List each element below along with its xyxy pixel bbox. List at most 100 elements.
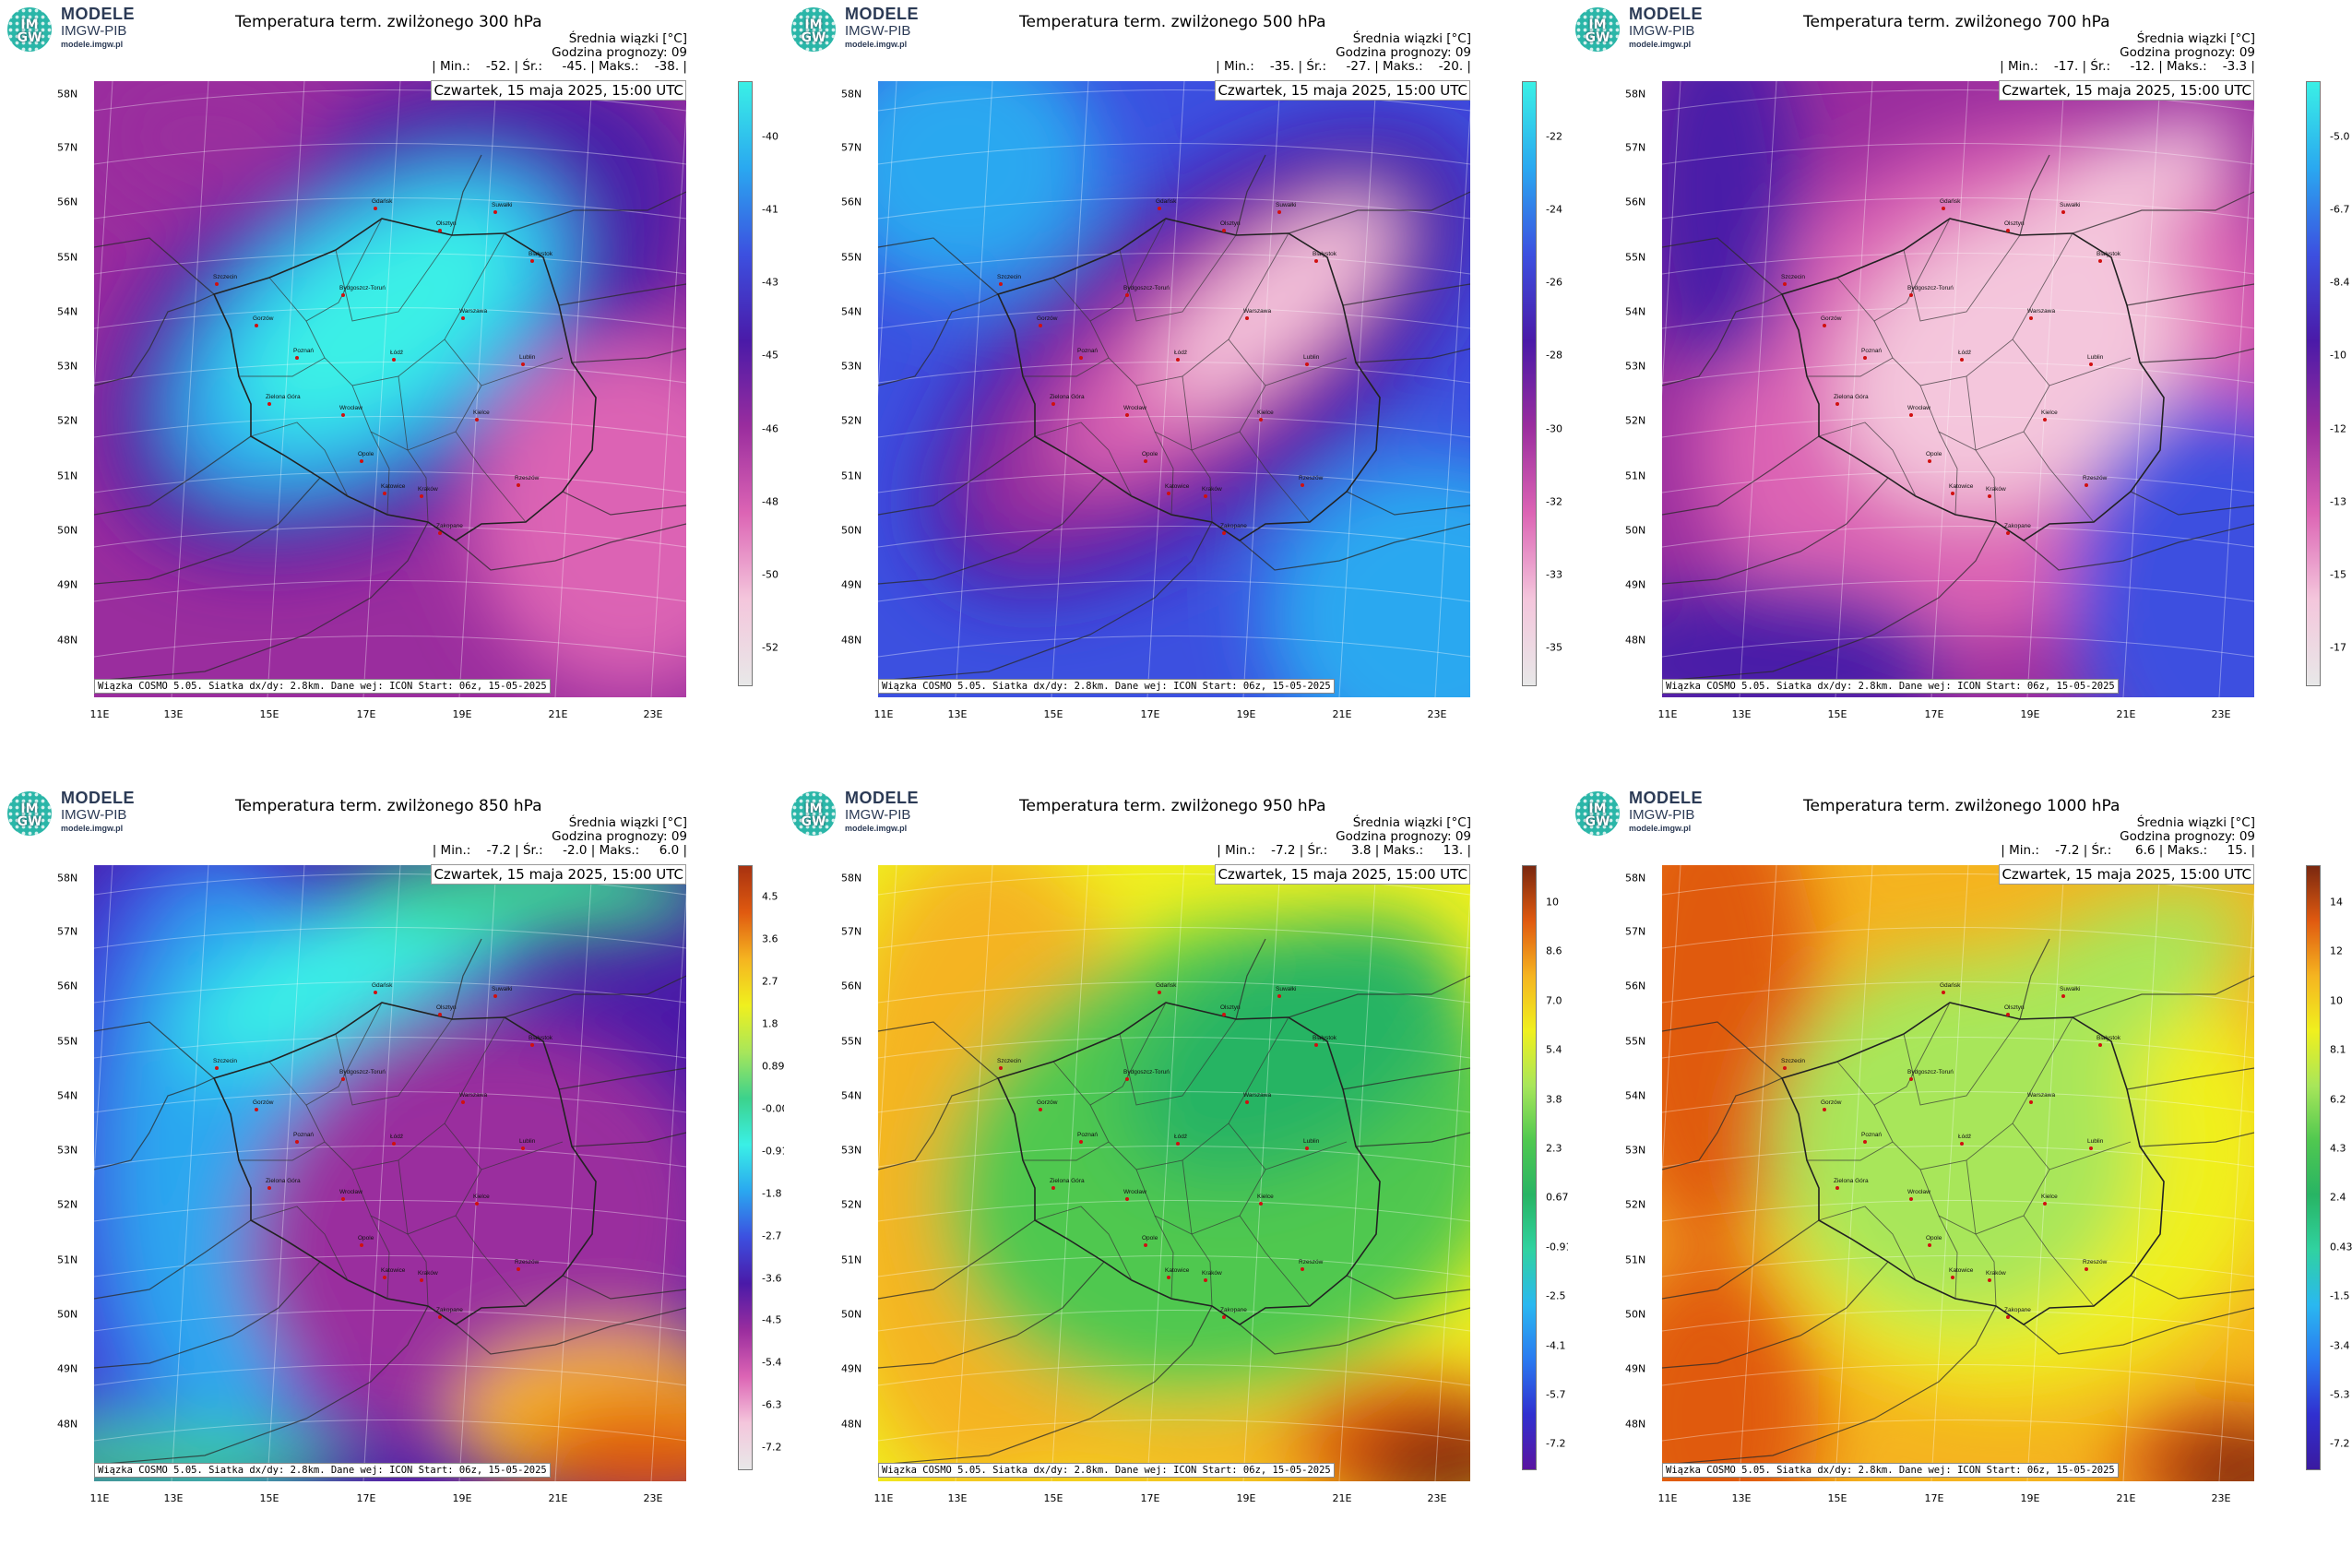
lon-label: 13E <box>947 1492 968 1504</box>
forecast-map[interactable]: Gdańsk Olsztyn Suwałki Białystok Szczecin Byd… <box>878 865 1470 1481</box>
city-markers: Gdańsk Olsztyn Suwałki Białystok Szczecin Byd… <box>997 198 1337 535</box>
graticule <box>878 81 1470 697</box>
lat-label: 57N <box>1625 141 1646 154</box>
city-label: Gdańsk <box>1156 982 1177 989</box>
lat-label: 57N <box>1625 925 1646 938</box>
stats-block: Średnia wiązki [°C] Godzina prognozy: 09 |… <box>2001 816 2255 858</box>
city-label: Opole <box>358 1235 374 1241</box>
city-label: Lublin <box>519 354 536 361</box>
lat-label: 54N <box>1625 305 1646 318</box>
city-label: Rzeszów <box>515 475 540 481</box>
lat-label: 49N <box>841 578 862 591</box>
city-dot <box>1988 1278 1991 1282</box>
forecast-hour-label: Godzina prognozy: 09 <box>1336 829 1471 844</box>
city-label: Kraków <box>1986 1270 2006 1277</box>
city-dot <box>1863 1140 1867 1144</box>
city-dot <box>1176 358 1180 362</box>
colorbar-tick-label: 12 <box>2330 944 2343 957</box>
city-markers: Gdańsk Olsztyn Suwałki Białystok Szczecin Byd… <box>1781 982 2121 1319</box>
city-dot <box>374 991 377 994</box>
forecast-map[interactable]: Gdańsk Olsztyn Suwałki Białystok Szczecin Byd… <box>1662 865 2254 1481</box>
city-label: Białystok <box>529 251 553 257</box>
forecast-hour-label: Godzina prognozy: 09 <box>2120 829 2255 844</box>
stats-line: | Min.: -7.2 | Śr.: -2.0 | Maks.: 6.0 | <box>432 843 687 858</box>
city-dot <box>1204 494 1207 498</box>
city-dot <box>2098 1043 2102 1047</box>
city-dot <box>1167 1276 1170 1279</box>
lat-label: 55N <box>1625 251 1646 264</box>
city-label: Warszawa <box>2027 308 2055 315</box>
lat-label: 55N <box>841 251 862 264</box>
city-dot <box>2029 1100 2033 1104</box>
lat-label: 50N <box>1625 524 1646 537</box>
city-label: Lublin <box>2087 354 2104 361</box>
city-label: Szczecin <box>213 1058 237 1064</box>
forecast-panel: IM GW MODELE IMGW-PIB modele.imgw.pl Tempera… <box>784 0 1568 784</box>
city-dot <box>2006 531 2010 535</box>
mean-label: Średnia wiązki [°C] <box>2136 31 2255 46</box>
city-markers: Gdańsk Olsztyn Suwałki Białystok Szczecin Byd… <box>213 198 553 535</box>
colorbar-tick-label: -4.5 <box>762 1313 782 1326</box>
lon-label: 17E <box>356 708 376 720</box>
city-dot <box>1988 494 1991 498</box>
city-dot <box>1079 356 1083 360</box>
lat-label: 52N <box>841 1198 862 1211</box>
mean-label: Średnia wiązki [°C] <box>2136 815 2255 830</box>
colorbar-tick-label: -1.5 <box>2330 1289 2350 1302</box>
field-region <box>1838 207 2187 509</box>
logo-line-modele: MODELE <box>845 5 920 23</box>
city-label: Białystok <box>2097 251 2121 257</box>
city-label: Bydgoszcz-Toruń <box>1123 285 1170 291</box>
logo-circle-text: IM GW <box>17 18 42 45</box>
imgw-logo-icon: IM GW <box>791 791 836 836</box>
forecast-map[interactable]: Gdańsk Olsztyn Suwałki Białystok Szczecin Byd… <box>1662 81 2254 697</box>
forecast-map[interactable]: Gdańsk Olsztyn Suwałki Białystok Szczecin Byd… <box>878 81 1470 697</box>
lat-label: 51N <box>841 469 862 482</box>
city-label: Poznań <box>1861 1132 1882 1138</box>
lat-label: 58N <box>57 88 78 101</box>
city-label: Kielce <box>1257 410 1274 416</box>
city-dot <box>2029 316 2033 320</box>
lat-label: 50N <box>841 524 862 537</box>
city-label: Zielona Góra <box>1834 394 1869 400</box>
city-dot <box>1204 1278 1207 1282</box>
city-label: Białystok <box>529 1035 553 1041</box>
colorbar-tick-label: -13 <box>2330 495 2346 508</box>
logo-line-url: modele.imgw.pl <box>845 40 908 49</box>
forecast-map[interactable]: Gdańsk Olsztyn Suwałki Białystok Szczecin Byd… <box>94 865 686 1481</box>
city-dot <box>1245 1100 1249 1104</box>
lon-label: 13E <box>1731 708 1752 720</box>
city-label: Kielce <box>473 410 490 416</box>
colorbar-tick-label: -41 <box>762 203 778 216</box>
city-dot <box>438 531 442 535</box>
lon-label: 13E <box>163 708 184 720</box>
lat-label: 54N <box>57 305 78 318</box>
city-label: Lublin <box>2087 1138 2104 1145</box>
lat-label: 56N <box>57 196 78 208</box>
colorbar-tick-label: -43 <box>762 276 778 289</box>
city-dot <box>2006 1315 2010 1319</box>
stats-block: Średnia wiązki [°C] Godzina prognozy: 09 |… <box>2000 32 2255 74</box>
voivodeship-borders <box>1807 1002 2132 1307</box>
mean-label: Średnia wiązki [°C] <box>1352 31 1471 46</box>
city-label: Gdańsk <box>372 198 393 205</box>
lat-label: 58N <box>1625 872 1646 885</box>
city-dot <box>1222 1013 1226 1016</box>
colorbar-tick-label: 8.1 <box>2330 1043 2346 1056</box>
colorbar-tick-label: -46 <box>762 422 778 434</box>
colorbar-tick-label: -7.2 <box>2330 1437 2350 1450</box>
city-label: Szczecin <box>213 274 237 280</box>
city-label: Gorzów <box>1037 1099 1058 1106</box>
city-dot <box>1125 413 1129 417</box>
city-dot <box>2043 1202 2047 1206</box>
lon-label: 11E <box>89 1492 110 1504</box>
forecast-map[interactable]: Gdańsk Olsztyn Suwałki Białystok Szczecin Byd… <box>94 81 686 697</box>
voivodeship-borders <box>1807 218 2132 523</box>
lon-label: 23E <box>1427 708 1447 720</box>
logo-text: MODELE IMGW-PIB modele.imgw.pl <box>1629 6 1703 49</box>
lon-label: 11E <box>873 708 894 720</box>
forecast-hour-label: Godzina prognozy: 09 <box>2120 45 2255 60</box>
panel-title: Temperatura term. zwilżonego 300 hPa <box>235 13 542 31</box>
map-canvas: Gdańsk Olsztyn Suwałki Białystok Szczecin Byd… <box>878 81 1470 697</box>
lat-label: 52N <box>57 1198 78 1211</box>
